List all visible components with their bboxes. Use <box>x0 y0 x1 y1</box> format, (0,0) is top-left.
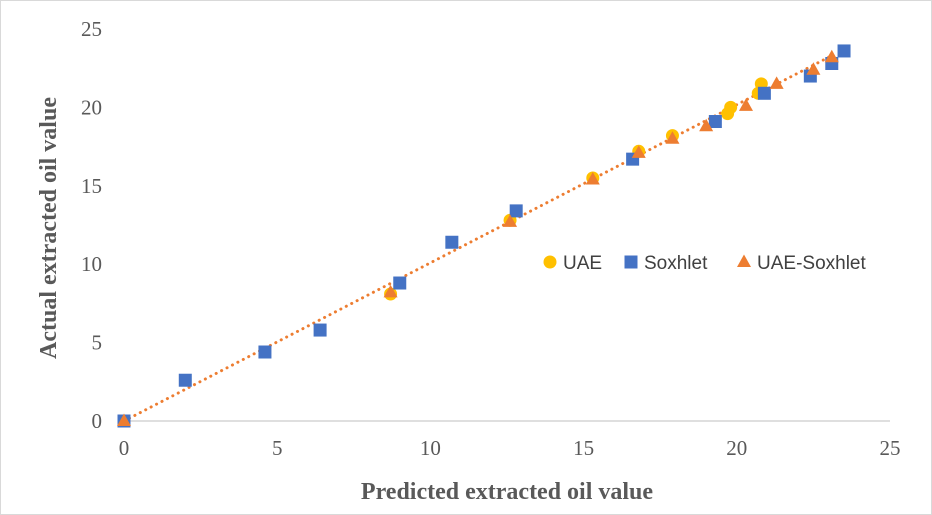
legend-marker <box>543 255 557 269</box>
series-soxhlet <box>117 44 851 428</box>
data-point <box>806 62 821 75</box>
legend-label: UAE-Soxhlet <box>757 253 866 274</box>
x-axis-title: Predicted extracted oil value <box>361 479 653 505</box>
data-point <box>724 100 738 114</box>
legend-item: UAE-Soxhlet <box>737 253 866 274</box>
x-tick-label: 20 <box>726 436 747 460</box>
data-point <box>738 98 753 111</box>
data-point <box>699 118 714 132</box>
legend-item: UAE <box>543 253 602 274</box>
y-tick-label: 20 <box>81 95 102 119</box>
y-tick-label: 15 <box>81 174 102 198</box>
data-point <box>393 276 407 290</box>
legend-label: UAE <box>563 253 602 274</box>
x-tick-label: 0 <box>119 436 130 460</box>
legend-marker <box>624 255 638 269</box>
y-tick-label: 25 <box>81 17 102 41</box>
data-point <box>445 235 459 249</box>
data-point <box>117 413 131 426</box>
x-tick-label: 15 <box>573 436 594 460</box>
y-tick-label: 0 <box>92 409 103 433</box>
data-point <box>585 172 600 185</box>
y-tick-label: 10 <box>81 252 102 276</box>
data-point <box>708 115 722 129</box>
legend: UAE Soxhlet UAE-Soxhlet <box>543 253 866 274</box>
y-tick-label: 5 <box>92 331 103 355</box>
data-point <box>258 345 272 359</box>
legend-label: Soxhlet <box>644 253 708 274</box>
data-point <box>665 131 680 144</box>
y-axis-title: Actual extracted oil value <box>36 97 62 359</box>
data-point <box>509 204 523 218</box>
data-point <box>383 284 398 298</box>
data-point <box>178 373 192 387</box>
x-tick-label: 5 <box>272 436 283 460</box>
data-point <box>824 49 839 63</box>
series-uae-soxhlet <box>117 49 839 426</box>
data-points <box>117 44 851 428</box>
legend-marker <box>737 254 751 267</box>
legend-item: Soxhlet <box>624 253 708 274</box>
x-tick-label: 10 <box>420 436 441 460</box>
data-point <box>503 214 518 227</box>
data-point <box>313 323 327 337</box>
data-point <box>757 86 771 100</box>
x-tick-labels: 0 5 10 15 20 25 <box>119 436 901 460</box>
data-point <box>769 76 784 89</box>
x-tick-label: 25 <box>880 436 901 460</box>
data-point <box>837 44 851 58</box>
y-tick-labels: 0 5 10 15 20 25 <box>81 17 102 433</box>
data-point <box>631 145 646 158</box>
